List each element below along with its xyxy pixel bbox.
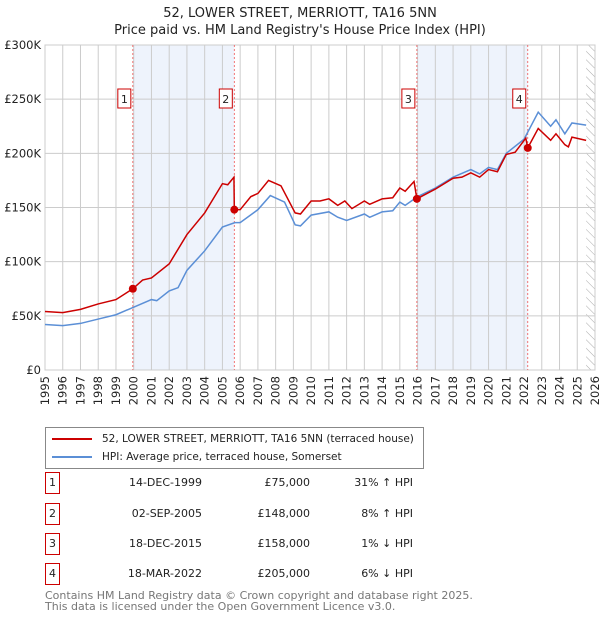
- x-tick-label: 2009: [286, 376, 300, 405]
- legend-item-property: 52, LOWER STREET, MERRIOTT, TA16 5NN (te…: [52, 431, 414, 447]
- sale-label: 3: [405, 93, 412, 106]
- footer-copyright: Contains HM Land Registry data © Crown c…: [45, 589, 473, 602]
- x-tick-label: 2017: [428, 376, 442, 405]
- sale-date: 02-SEP-2005: [131, 507, 202, 520]
- sale-point: [412, 194, 421, 203]
- x-tick-label: 2014: [375, 376, 389, 405]
- legend-swatch: [52, 438, 92, 440]
- x-tick-label: 2000: [127, 376, 141, 405]
- sale-point: [523, 143, 532, 152]
- sale-row: 1 14-DEC-1999 £75,000 31% ↑ HPI: [45, 472, 445, 494]
- sale-hpi-diff: 6% ↓ HPI: [361, 567, 413, 580]
- x-tick-label: 2011: [322, 376, 336, 405]
- price-chart: 1995 1996 1997 1998 1999 2000 2001 2002 2003 2004…: [4, 38, 600, 405]
- x-tick-label: 2022: [517, 376, 531, 405]
- y-tick-label: £250K: [4, 92, 41, 106]
- x-tick-label: 2013: [357, 376, 371, 405]
- sale-date: 18-DEC-2015: [128, 537, 202, 550]
- x-tick-label: 2005: [215, 376, 229, 405]
- sale-label-box: [401, 88, 416, 109]
- sale-price: £158,000: [257, 537, 311, 550]
- x-tick-label: 1995: [38, 376, 52, 405]
- x-tick-label: 2019: [464, 376, 478, 405]
- y-tick-label: £0: [26, 363, 41, 377]
- sale-point: [230, 205, 239, 214]
- x-tick-label: 2010: [304, 376, 318, 405]
- series-line: [44, 127, 587, 314]
- y-tick-label: £100K: [4, 255, 41, 269]
- legend-label: 52, LOWER STREET, MERRIOTT, TA16 5NN (te…: [102, 433, 414, 445]
- x-tick-label: 2012: [340, 376, 354, 405]
- x-tick-label: 2025: [570, 376, 584, 405]
- legend: 52, LOWER STREET, MERRIOTT, TA16 5NN (te…: [45, 427, 424, 469]
- x-tick-label: 2023: [535, 376, 549, 405]
- sale-number: 2: [45, 503, 60, 525]
- sale-row: 4 18-MAR-2022 £205,000 6% ↓ HPI: [45, 563, 445, 585]
- sale-hpi-diff: 1% ↓ HPI: [361, 537, 413, 550]
- x-tick-label: 2020: [482, 376, 496, 405]
- legend-label: HPI: Average price, terraced house, Some…: [102, 451, 342, 463]
- sale-label-box: [512, 88, 527, 109]
- x-tick-label: 2003: [180, 376, 194, 405]
- x-tick-label: 2004: [198, 376, 212, 405]
- x-tick-label: 2002: [162, 376, 176, 405]
- x-tick-label: 2018: [446, 376, 460, 405]
- sale-hpi-diff: 8% ↑ HPI: [361, 507, 413, 520]
- chart-subtitle: Price paid vs. HM Land Registry's House …: [114, 23, 486, 38]
- sale-date: 14-DEC-1999: [128, 476, 202, 489]
- x-tick-label: 2007: [251, 376, 265, 405]
- x-tick-label: 2016: [411, 376, 425, 405]
- sale-label: 1: [121, 93, 128, 106]
- chart-title: 52, LOWER STREET, MERRIOTT, TA16 5NN: [163, 6, 437, 21]
- sale-row: 2 02-SEP-2005 £148,000 8% ↑ HPI: [45, 503, 445, 525]
- sale-price: £75,000: [264, 476, 311, 489]
- sale-label: 2: [222, 93, 229, 106]
- y-tick-label: £150K: [4, 201, 41, 215]
- sale-price: £205,000: [257, 567, 311, 580]
- x-tick-label: 1999: [109, 376, 123, 405]
- plot-frame: [44, 44, 596, 371]
- sale-label: 4: [516, 93, 523, 106]
- y-tick-label: £200K: [4, 146, 41, 160]
- sale-row: 3 18-DEC-2015 £158,000 1% ↓ HPI: [45, 533, 445, 555]
- footer-licence: This data is licensed under the Open Gov…: [45, 600, 396, 613]
- sale-point: [128, 284, 137, 293]
- x-tick-label: 2008: [269, 376, 283, 405]
- x-tick-label: 1997: [73, 376, 87, 405]
- sale-date: 18-MAR-2022: [127, 567, 202, 580]
- x-tick-label: 2024: [553, 376, 567, 405]
- sale-label-box: [218, 88, 233, 109]
- x-tick-label: 2026: [588, 376, 600, 405]
- sale-label-box: [117, 88, 132, 109]
- legend-item-hpi: HPI: Average price, terraced house, Some…: [52, 449, 342, 465]
- x-tick-label: 2015: [393, 376, 407, 405]
- sale-number: 3: [45, 533, 60, 555]
- sale-number: 1: [45, 472, 60, 494]
- y-tick-label: £50K: [12, 309, 42, 323]
- x-tick-label: 2021: [499, 376, 513, 405]
- sale-price: £148,000: [257, 507, 311, 520]
- x-tick-label: 1998: [91, 376, 105, 405]
- y-tick-label: £300K: [4, 38, 41, 52]
- sale-number: 4: [45, 563, 60, 585]
- sale-hpi-diff: 31% ↑ HPI: [354, 476, 413, 489]
- legend-swatch: [52, 456, 92, 458]
- x-tick-label: 2001: [144, 376, 158, 405]
- x-tick-label: 2006: [233, 376, 247, 405]
- x-tick-label: 1996: [56, 376, 70, 405]
